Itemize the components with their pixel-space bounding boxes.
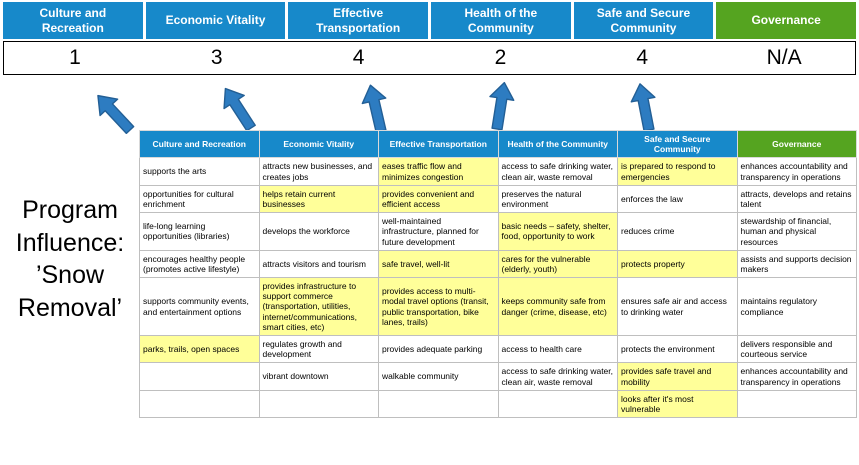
- program-title: Program Influence: ’Snow Removal’: [15, 196, 125, 322]
- matrix-row: encourages healthy people (promotes acti…: [139, 249, 857, 279]
- matrix-cell: enhances accountability and transparency…: [736, 362, 857, 391]
- matrix-cell: preserves the natural environment: [497, 184, 618, 214]
- matrix-cell: access to health care: [497, 334, 618, 364]
- matrix-cell: vibrant downtown: [258, 362, 379, 391]
- matrix-cell: stewardship of financial, human and phys…: [736, 212, 857, 251]
- matrix-cell-highlighted: provides access to multi-modal travel op…: [378, 277, 499, 336]
- matrix-row: supports the arts attracts new businesses…: [139, 157, 857, 186]
- matrix-cell: [258, 389, 379, 419]
- up-arrow-icon: [223, 87, 256, 132]
- matrix-cell: enforces the law: [617, 184, 738, 214]
- matrix-cell: provides adequate parking: [378, 334, 499, 364]
- category-score: N/A: [766, 46, 802, 69]
- matrix-cell: [736, 389, 857, 419]
- matrix-header-cell: Health of the Community: [497, 129, 618, 159]
- matrix-cell: enhances accountability and transparency…: [736, 157, 857, 186]
- matrix-cell: life-long learning opportunities (librar…: [139, 212, 260, 251]
- matrix-cell: [497, 389, 618, 419]
- up-arrows: [97, 81, 656, 134]
- matrix-cell-highlighted: keeps community safe from danger (crime,…: [497, 277, 618, 336]
- matrix-row: life-long learning opportunities (librar…: [139, 212, 857, 251]
- matrix-cell: maintains regulatory compliance: [736, 277, 857, 336]
- matrix-cell: encourages healthy people (promotes acti…: [139, 249, 260, 279]
- matrix-cell: assists and supports decision makers: [736, 249, 857, 279]
- category-score: 3: [210, 46, 223, 69]
- matrix-cell: access to safe drinking water, clean air…: [497, 362, 618, 391]
- matrix-cell: attracts visitors and tourism: [258, 249, 379, 279]
- category-header-row: Culture and Recreation Economic Vitality E…: [3, 2, 856, 39]
- category-header: Culture and Recreation: [3, 2, 143, 39]
- matrix-cell: attracts, develops and retains talent: [736, 184, 857, 214]
- matrix-cell-highlighted: protects property: [617, 249, 738, 279]
- matrix-row: supports community events, and entertain…: [139, 277, 857, 336]
- matrix-cell: opportunities for cultural enrichment: [139, 184, 260, 214]
- matrix-cell: regulates growth and development: [258, 334, 379, 364]
- matrix-header-cell: Economic Vitality: [258, 129, 379, 159]
- category-score: 4: [352, 46, 365, 69]
- matrix-cell: delivers responsible and courteous servi…: [736, 334, 857, 364]
- matrix-cell: ensures safe air and access to drinking …: [617, 277, 738, 336]
- matrix-cell-highlighted: provides safe travel and mobility: [617, 362, 738, 391]
- category-score: 4: [636, 46, 649, 69]
- up-arrow-icon: [630, 83, 656, 132]
- matrix-cell: attracts new businesses, and creates job…: [258, 157, 379, 186]
- category-header: Governance: [716, 2, 856, 39]
- matrix-cell-highlighted: looks after it's most vulnerable: [617, 389, 738, 419]
- matrix-header-row: Culture and Recreation Economic Vitality E…: [139, 129, 857, 159]
- matrix-cell: supports community events, and entertain…: [139, 277, 260, 336]
- matrix-header-cell: Governance: [736, 129, 857, 159]
- matrix-cell: [378, 389, 499, 419]
- matrix-cell-highlighted: safe travel, well-lit: [378, 249, 499, 279]
- matrix-cell-highlighted: helps retain current businesses: [258, 184, 379, 214]
- matrix-header-cell: Culture and Recreation: [139, 129, 260, 159]
- category-score: 1: [69, 46, 81, 69]
- matrix-cell: [139, 362, 260, 391]
- matrix-header-cell: Safe and Secure Community: [617, 129, 738, 159]
- matrix-cell: reduces crime: [617, 212, 738, 251]
- matrix-cell: well-maintained infrastructure, planned …: [378, 212, 499, 251]
- category-header: Safe and Secure Community: [573, 2, 714, 39]
- matrix-cell: access to safe drinking water, clean air…: [497, 157, 618, 186]
- matrix-cell-highlighted: parks, trails, open spaces: [139, 334, 260, 364]
- matrix-row: looks after it's most vulnerable: [139, 389, 857, 419]
- category-score: 2: [494, 46, 507, 69]
- matrix-cell: protects the environment: [617, 334, 738, 364]
- score-row: 1 3 4 2 4 N/A: [3, 41, 856, 75]
- influence-matrix-table: Culture and Recreation Economic Vitality E…: [139, 129, 857, 419]
- up-arrow-icon: [97, 94, 135, 134]
- matrix-cell: supports the arts: [139, 157, 260, 186]
- matrix-row: opportunities for cultural enrichment hel…: [139, 184, 857, 214]
- matrix-cell-highlighted: basic needs – safety, shelter, food, opp…: [497, 212, 618, 251]
- matrix-cell-highlighted: cares for the vulnerable (elderly, youth…: [497, 249, 618, 279]
- category-header: Health of the Community: [431, 2, 571, 39]
- matrix-cell: develops the workforce: [258, 212, 379, 251]
- matrix-cell-highlighted: is prepared to respond to emergencies: [617, 157, 738, 186]
- category-header: Effective Transportation: [288, 2, 428, 39]
- category-header: Economic Vitality: [145, 2, 286, 39]
- matrix-row: vibrant downtown walkable community access…: [139, 362, 857, 391]
- up-arrow-icon: [489, 81, 515, 131]
- up-arrow-icon: [361, 84, 387, 133]
- matrix-cell: [139, 389, 260, 419]
- matrix-cell: walkable community: [378, 362, 499, 391]
- matrix-cell-highlighted: provides infrastructure to support comme…: [258, 277, 379, 336]
- matrix-cell-highlighted: eases traffic flow and minimizes congest…: [378, 157, 499, 186]
- matrix-cell-highlighted: provides convenient and efficient access: [378, 184, 499, 214]
- matrix-row: parks, trails, open spaces regulates grow…: [139, 334, 857, 364]
- matrix-header-cell: Effective Transportation: [378, 129, 499, 159]
